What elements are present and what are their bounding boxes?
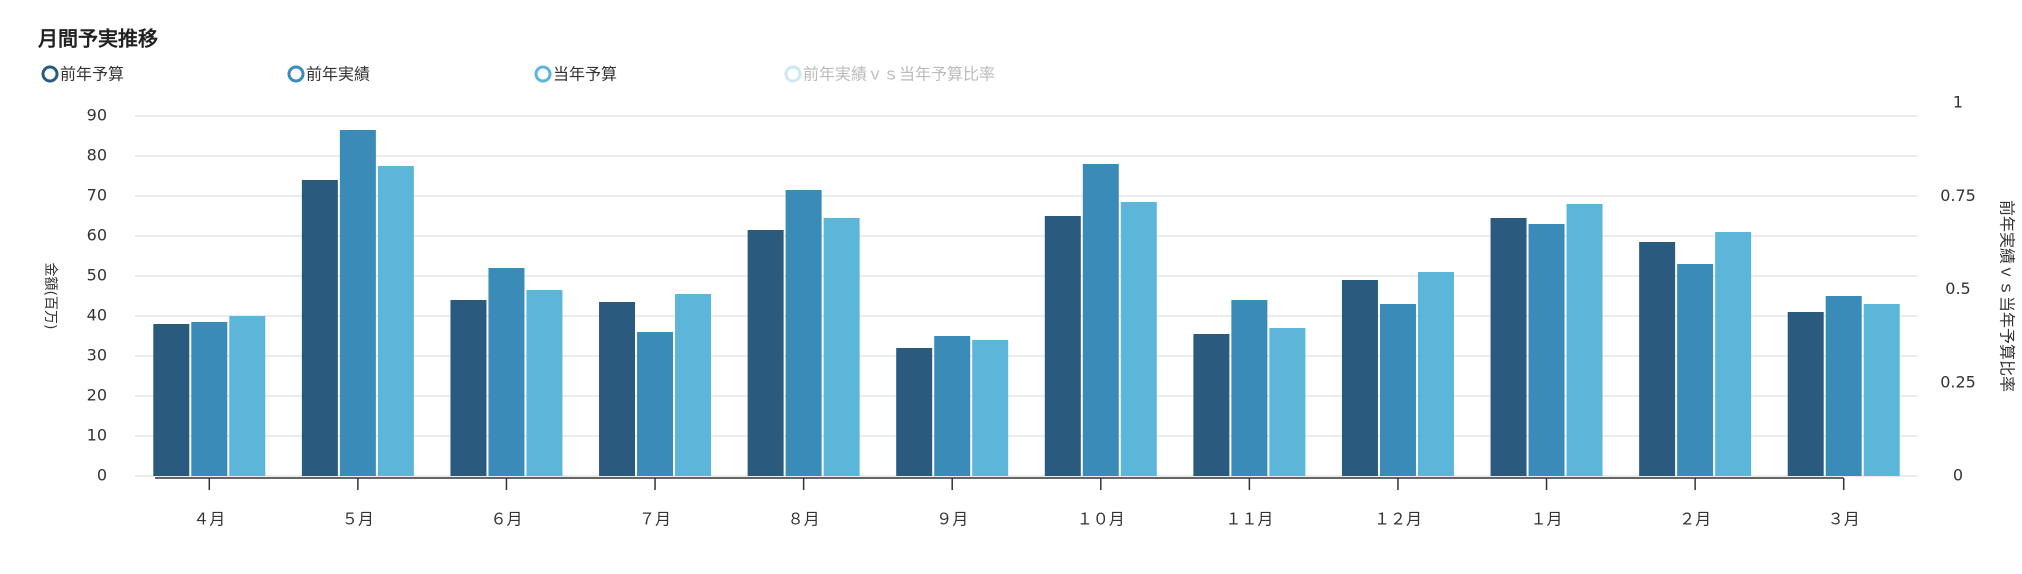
y-tick-label: 20	[87, 386, 107, 405]
chart-title: 月間予実推移	[37, 27, 158, 51]
legend-label: 当年予算	[553, 65, 617, 84]
legend-label: 前年予算	[60, 65, 124, 84]
y2-tick-label: 0	[1953, 466, 1963, 485]
y-axis-label: 金額(百万)	[42, 263, 58, 330]
bar	[450, 300, 487, 476]
y-tick-label: 80	[87, 146, 107, 165]
bar	[526, 290, 563, 476]
legend-marker	[287, 65, 305, 83]
bar	[488, 268, 525, 476]
bar	[785, 190, 822, 476]
bar	[1528, 224, 1565, 476]
bar	[229, 316, 266, 476]
x-tick-label: ４月	[193, 510, 225, 529]
legend-label: 前年実績	[306, 65, 370, 84]
y2-axis-label: 前年実績ｖｓ当年予算比率	[1998, 200, 2017, 392]
bar	[896, 348, 933, 476]
x-tick-label: ７月	[639, 510, 671, 529]
legend-label: 前年実績ｖｓ当年予算比率	[803, 65, 995, 84]
bar	[301, 180, 338, 476]
bar	[1341, 280, 1378, 476]
x-tick-label: ３月	[1828, 510, 1860, 529]
x-tick-label: ５月	[342, 510, 374, 529]
x-tick-label: ９月	[936, 510, 968, 529]
legend-marker	[41, 65, 59, 83]
y-tick-label: 30	[87, 346, 107, 365]
bar	[1193, 334, 1230, 476]
y2-tick-label: 0.75	[1940, 186, 1976, 205]
y-tick-label: 70	[87, 186, 107, 205]
bar	[1787, 312, 1824, 476]
bar	[1082, 164, 1119, 476]
y-tick-label: 60	[87, 226, 107, 245]
y2-tick-label: 1	[1953, 93, 1963, 112]
bar	[747, 230, 784, 476]
bar	[934, 336, 971, 476]
y-tick-label: 50	[87, 266, 107, 285]
bar	[1825, 296, 1862, 476]
legend-marker	[534, 65, 552, 83]
y-tick-label: 90	[87, 106, 107, 125]
bar	[1639, 242, 1676, 476]
bar	[1677, 264, 1714, 476]
bar	[339, 130, 376, 476]
x-tick-label: １１月	[1225, 510, 1273, 529]
y2-tick-label: 0.5	[1945, 279, 1970, 298]
bar	[1566, 204, 1603, 476]
bar	[1120, 202, 1157, 476]
bar	[1715, 232, 1752, 476]
x-tick-label: ２月	[1679, 510, 1711, 529]
bar	[1490, 218, 1527, 476]
x-tick-label: １０月	[1077, 510, 1125, 529]
bar	[1231, 300, 1268, 476]
legend-marker	[784, 65, 802, 83]
y-tick-label: 40	[87, 306, 107, 325]
bar	[1863, 304, 1900, 476]
y-tick-label: 0	[97, 466, 107, 485]
bar	[1417, 272, 1454, 476]
y-tick-label: 10	[87, 426, 107, 445]
bar	[675, 294, 712, 476]
bar	[637, 332, 674, 476]
bar	[599, 302, 636, 476]
bar	[153, 324, 190, 476]
bar	[377, 166, 414, 476]
bar	[1379, 304, 1416, 476]
bar	[1044, 216, 1081, 476]
x-tick-label: ６月	[490, 510, 522, 529]
y2-tick-label: 0.25	[1940, 372, 1976, 391]
x-tick-label: １月	[1531, 510, 1563, 529]
x-tick-label: ８月	[788, 510, 820, 529]
bar	[1269, 328, 1306, 476]
bar	[191, 322, 228, 476]
bar	[972, 340, 1009, 476]
x-tick-label: １２月	[1374, 510, 1422, 529]
bar	[823, 218, 860, 476]
